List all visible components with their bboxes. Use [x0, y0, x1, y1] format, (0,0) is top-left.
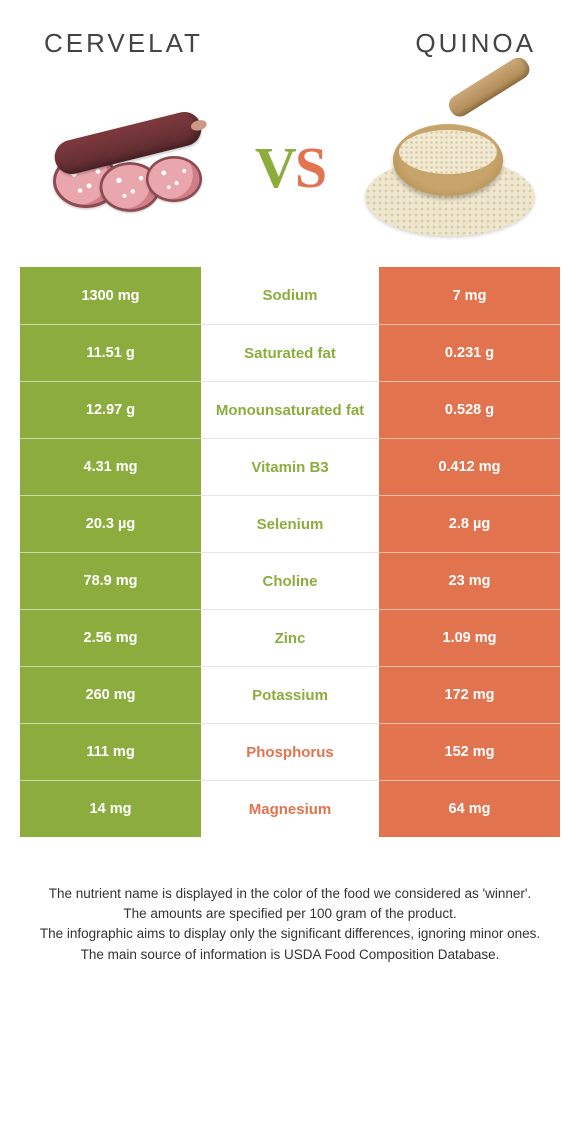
left-value: 2.56 mg: [20, 609, 201, 666]
nutrient-label: Choline: [201, 552, 379, 609]
nutrient-label: Monounsaturated fat: [201, 381, 379, 438]
table-row: 4.31 mgVitamin B30.412 mg: [20, 438, 560, 495]
vs-v: V: [255, 135, 295, 200]
right-food-image: [350, 87, 550, 247]
right-value: 64 mg: [379, 780, 560, 837]
nutrient-label: Saturated fat: [201, 324, 379, 381]
quinoa-icon: [355, 92, 545, 242]
left-food-title: Cervelat: [44, 28, 203, 59]
table-row: 20.3 µgSelenium2.8 µg: [20, 495, 560, 552]
table-row: 12.97 gMonounsaturated fat0.528 g: [20, 381, 560, 438]
title-row: Cervelat Quinoa: [20, 0, 560, 67]
left-value: 11.51 g: [20, 324, 201, 381]
right-value: 1.09 mg: [379, 609, 560, 666]
left-value: 78.9 mg: [20, 552, 201, 609]
nutrient-label: Magnesium: [201, 780, 379, 837]
right-food-title: Quinoa: [415, 28, 536, 59]
sausage-icon: [53, 126, 207, 208]
right-value: 0.412 mg: [379, 438, 560, 495]
nutrient-label: Vitamin B3: [201, 438, 379, 495]
footer-line: The infographic aims to display only the…: [30, 925, 550, 943]
left-value: 260 mg: [20, 666, 201, 723]
nutrient-label: Potassium: [201, 666, 379, 723]
table-row: 260 mgPotassium172 mg: [20, 666, 560, 723]
nutrient-label: Sodium: [201, 267, 379, 324]
footer-line: The nutrient name is displayed in the co…: [30, 885, 550, 903]
right-value: 2.8 µg: [379, 495, 560, 552]
table-row: 2.56 mgZinc1.09 mg: [20, 609, 560, 666]
left-value: 4.31 mg: [20, 438, 201, 495]
hero-row: VS: [20, 67, 560, 267]
right-value: 0.528 g: [379, 381, 560, 438]
left-value: 14 mg: [20, 780, 201, 837]
left-food-image: [30, 87, 230, 247]
comparison-table: 1300 mgSodium7 mg11.51 gSaturated fat0.2…: [20, 267, 560, 837]
footer-line: The main source of information is USDA F…: [30, 946, 550, 964]
table-row: 78.9 mgCholine23 mg: [20, 552, 560, 609]
left-value: 20.3 µg: [20, 495, 201, 552]
footer-notes: The nutrient name is displayed in the co…: [20, 837, 560, 964]
table-row: 14 mgMagnesium64 mg: [20, 780, 560, 837]
vs-label: VS: [255, 134, 325, 201]
nutrient-label: Phosphorus: [201, 723, 379, 780]
right-value: 0.231 g: [379, 324, 560, 381]
vs-s: S: [295, 135, 325, 200]
nutrient-label: Selenium: [201, 495, 379, 552]
right-value: 172 mg: [379, 666, 560, 723]
left-value: 1300 mg: [20, 267, 201, 324]
right-value: 152 mg: [379, 723, 560, 780]
footer-line: The amounts are specified per 100 gram o…: [30, 905, 550, 923]
left-value: 111 mg: [20, 723, 201, 780]
right-value: 23 mg: [379, 552, 560, 609]
left-value: 12.97 g: [20, 381, 201, 438]
table-row: 111 mgPhosphorus152 mg: [20, 723, 560, 780]
right-value: 7 mg: [379, 267, 560, 324]
nutrient-label: Zinc: [201, 609, 379, 666]
infographic: Cervelat Quinoa VS 1300 mgSodium7 mg11.5…: [0, 0, 580, 1006]
table-row: 1300 mgSodium7 mg: [20, 267, 560, 324]
table-row: 11.51 gSaturated fat0.231 g: [20, 324, 560, 381]
